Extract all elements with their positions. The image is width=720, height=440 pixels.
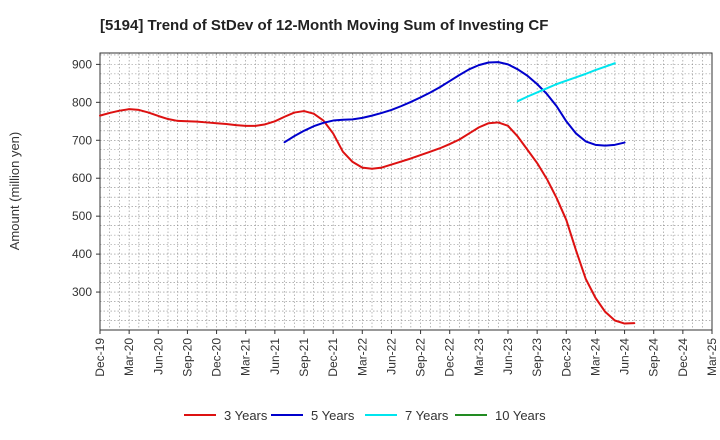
x-tick-label: Dec-19 — [93, 338, 107, 377]
x-tick-label: Dec-20 — [210, 338, 224, 377]
x-tick-label: Mar-23 — [472, 338, 486, 376]
plot-area-frame — [99, 52, 713, 331]
x-tick-label: Mar-24 — [588, 338, 602, 376]
y-tick-label: 700 — [72, 133, 92, 147]
x-tick-label: Mar-21 — [239, 338, 253, 376]
x-tick-label: Dec-23 — [559, 338, 573, 377]
x-tick-label: Dec-24 — [676, 338, 690, 377]
y-tick-label: 600 — [72, 171, 92, 185]
x-tick-label: Jun-20 — [151, 338, 165, 375]
x-tick-label: Mar-22 — [355, 338, 369, 376]
series-line-5-years — [283, 61, 626, 147]
x-tick-label: Jun-23 — [501, 338, 515, 375]
x-tick-label: Sep-24 — [647, 338, 661, 377]
x-tick-label: Mar-25 — [705, 338, 719, 376]
x-tick-label: Dec-22 — [443, 338, 457, 377]
series-lines — [99, 61, 636, 325]
x-tick-label: Dec-21 — [326, 338, 340, 377]
x-tick-label: Jun-22 — [384, 338, 398, 375]
series-line-3-years — [99, 108, 636, 325]
y-axis-label: Amount (million yen) — [7, 132, 22, 251]
y-tick-label: 900 — [72, 57, 92, 71]
series-line-7-years — [516, 62, 616, 103]
grid-lines — [100, 53, 712, 330]
legend-label-7-years: 7 Years — [405, 408, 449, 423]
x-tick-label: Sep-22 — [414, 338, 428, 377]
x-tick-label: Sep-21 — [297, 338, 311, 377]
y-tick-label: 400 — [72, 247, 92, 261]
chart-title: [5194] Trend of StDev of 12-Month Moving… — [100, 17, 548, 34]
x-axis-ticks: Dec-19 Mar-20 Jun-20 Sep-20 Dec-20 Mar-21 Jun-… — [93, 330, 719, 377]
y-tick-label: 300 — [72, 285, 92, 299]
x-tick-label: Jun-24 — [618, 338, 632, 375]
y-tick-label: 500 — [72, 209, 92, 223]
legend-label-10-years: 10 Years — [495, 408, 546, 423]
y-tick-label: 800 — [72, 95, 92, 109]
x-tick-label: Mar-20 — [122, 338, 136, 376]
legend-label-3-years: 3 Years — [224, 408, 268, 423]
legend-label-5-years: 5 Years — [311, 408, 355, 423]
x-tick-label: Sep-23 — [530, 338, 544, 377]
x-tick-label: Jun-21 — [268, 338, 282, 375]
y-axis-ticks: 300 400 500 600 700 800 900 — [72, 57, 100, 299]
x-tick-label: Sep-20 — [180, 338, 194, 377]
legend: 3 Years 5 Years 7 Years 10 Years — [184, 408, 546, 423]
